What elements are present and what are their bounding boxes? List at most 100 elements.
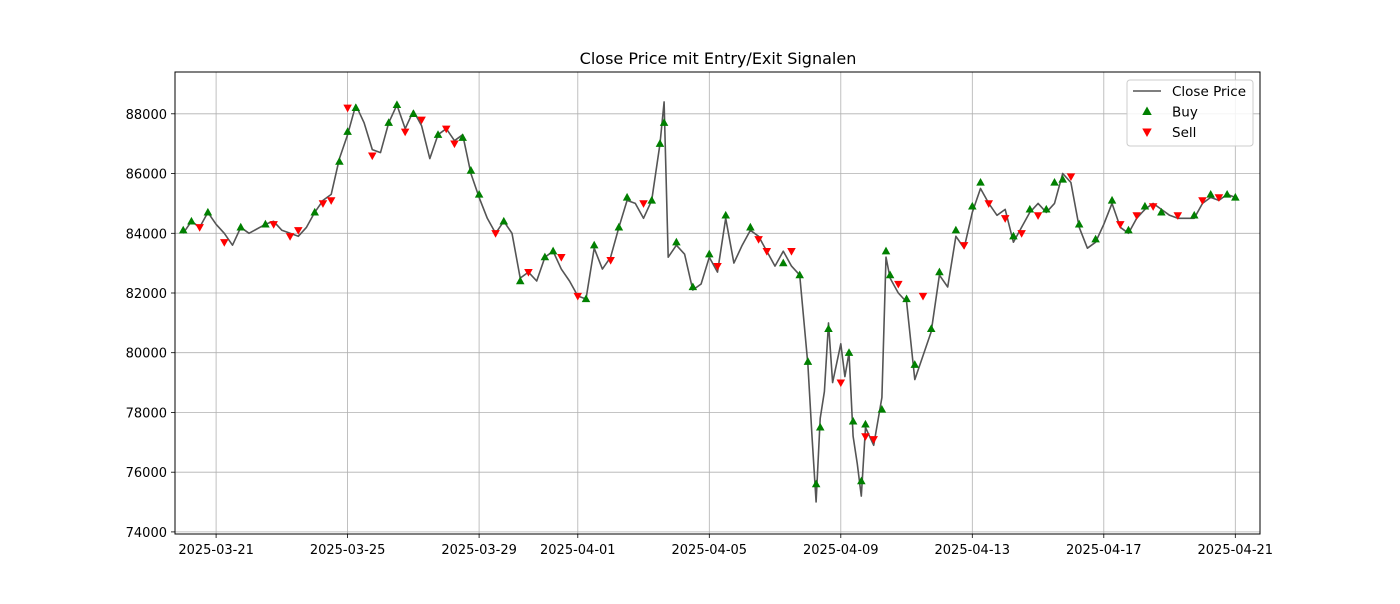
buy-signal-marker [515,276,525,285]
y-tick-label: 76000 [126,466,167,481]
sell-signal-marker [861,433,870,441]
buy-signal-marker [815,422,825,431]
buy-signal-marker [351,103,361,111]
sell-signal-marker [959,242,969,250]
buy-signal-marker [614,222,624,231]
legend-label: Buy [1172,105,1198,121]
buy-signal-marker [1050,177,1059,186]
buy-signal-marker [236,222,246,231]
x-tick-label: 2025-04-21 [1198,543,1274,558]
buy-signal-marker [861,419,870,428]
buy-signal-marker [1157,207,1166,216]
sell-signal-marker [606,256,615,265]
sell-signal-marker [1148,203,1158,211]
buy-signal-marker [877,404,887,413]
sell-signal-marker [869,436,878,444]
plot-frame [174,71,1261,535]
sell-signal-marker [524,268,533,277]
buy-signal-marker [187,216,196,225]
buy-signal-marker [721,210,730,219]
sell-signal-marker [1214,194,1224,202]
legend-swatch-marker [1142,106,1152,115]
sell-signal-marker [400,128,410,137]
sell-signal-marker [1033,212,1043,220]
sell-signal-marker [762,248,772,256]
legend-label: Sell [1172,125,1196,141]
sell-signal-marker [1115,221,1125,229]
buy-signal-marker [335,157,344,165]
buy-signal-marker [392,100,402,109]
grid-layer [175,72,1260,534]
buy-signal-marker [951,225,961,234]
buy-signal-marker [1025,204,1035,213]
buy-signal-marker [1206,189,1215,198]
sell-signal-marker [441,125,451,134]
buy-signal-marker [1189,210,1199,219]
buy-signal-marker [1009,231,1018,240]
series-layer [178,100,1240,503]
sell-signal-marker [417,116,426,125]
buy-signal-marker [655,139,665,147]
sell-signal-marker [491,230,500,238]
buy-signal-marker [926,324,936,332]
buy-signal-marker [1091,234,1100,243]
buy-signal-marker [409,109,418,117]
buy-signal-marker [811,479,821,488]
y-tick-label: 78000 [126,407,167,422]
x-tick-label: 2025-03-25 [310,543,386,558]
sell-signal-marker [1173,212,1183,220]
sell-signal-marker [294,227,303,235]
buy-signal-marker [1231,192,1240,201]
buy-signal-marker [672,237,681,246]
y-tick-label: 82000 [126,287,167,302]
buy-signal-marker [343,127,352,135]
sell-signal-marker [1066,173,1076,182]
buy-signal-marker [474,189,484,198]
buy-signal-marker [433,130,443,138]
sell-signal-marker [918,292,928,301]
sell-signal-marker [318,200,328,208]
buy-signal-marker [705,249,714,258]
buy-signal-marker [1222,189,1232,198]
buy-signal-marker [778,258,788,267]
sell-signal-marker [754,236,763,244]
buy-signal-marker [910,360,920,368]
buy-signal-marker [824,324,833,332]
buy-signal-marker [548,246,558,255]
y-tick-label: 74000 [126,526,167,541]
x-tick-label: 2025-04-05 [672,543,748,558]
y-tick-label: 88000 [126,108,167,123]
series-sell-markers [195,104,1224,444]
x-tick-label: 2025-04-09 [803,543,879,558]
buy-signal-marker [746,222,755,231]
sell-signal-marker [984,200,994,208]
buy-signal-marker [1140,201,1150,210]
axis-layer: 2025-03-21 2025-03-25 2025-03-29 2025-04-01… [126,108,1273,558]
buy-signal-marker [1042,204,1051,213]
sell-signal-marker [557,254,566,262]
buy-signal-marker [885,270,895,279]
x-tick-label: 2025-03-21 [178,543,254,558]
buy-signal-marker [499,216,509,225]
buy-signal-marker [540,252,550,261]
buy-signal-marker [976,177,985,186]
sell-signal-marker [367,152,377,161]
sell-signal-marker [1000,215,1010,223]
buy-signal-marker [1107,195,1117,204]
buy-signal-marker [857,476,866,485]
sell-signal-marker [450,140,459,149]
buy-signal-marker [589,240,599,249]
sell-signal-marker [220,239,229,247]
buy-signal-marker [622,192,632,201]
sell-signal-marker [343,104,352,113]
buy-signal-marker [881,246,891,255]
sell-signal-marker [285,233,295,241]
buy-signal-marker [310,207,320,216]
sell-signal-marker [1132,212,1141,220]
chart-title: Close Price mit Entry/Exit Signalen [580,49,857,68]
buy-signal-marker [581,294,591,303]
y-tick-label: 80000 [126,347,167,362]
buy-signal-marker [688,282,698,291]
buy-signal-marker [1124,225,1133,234]
